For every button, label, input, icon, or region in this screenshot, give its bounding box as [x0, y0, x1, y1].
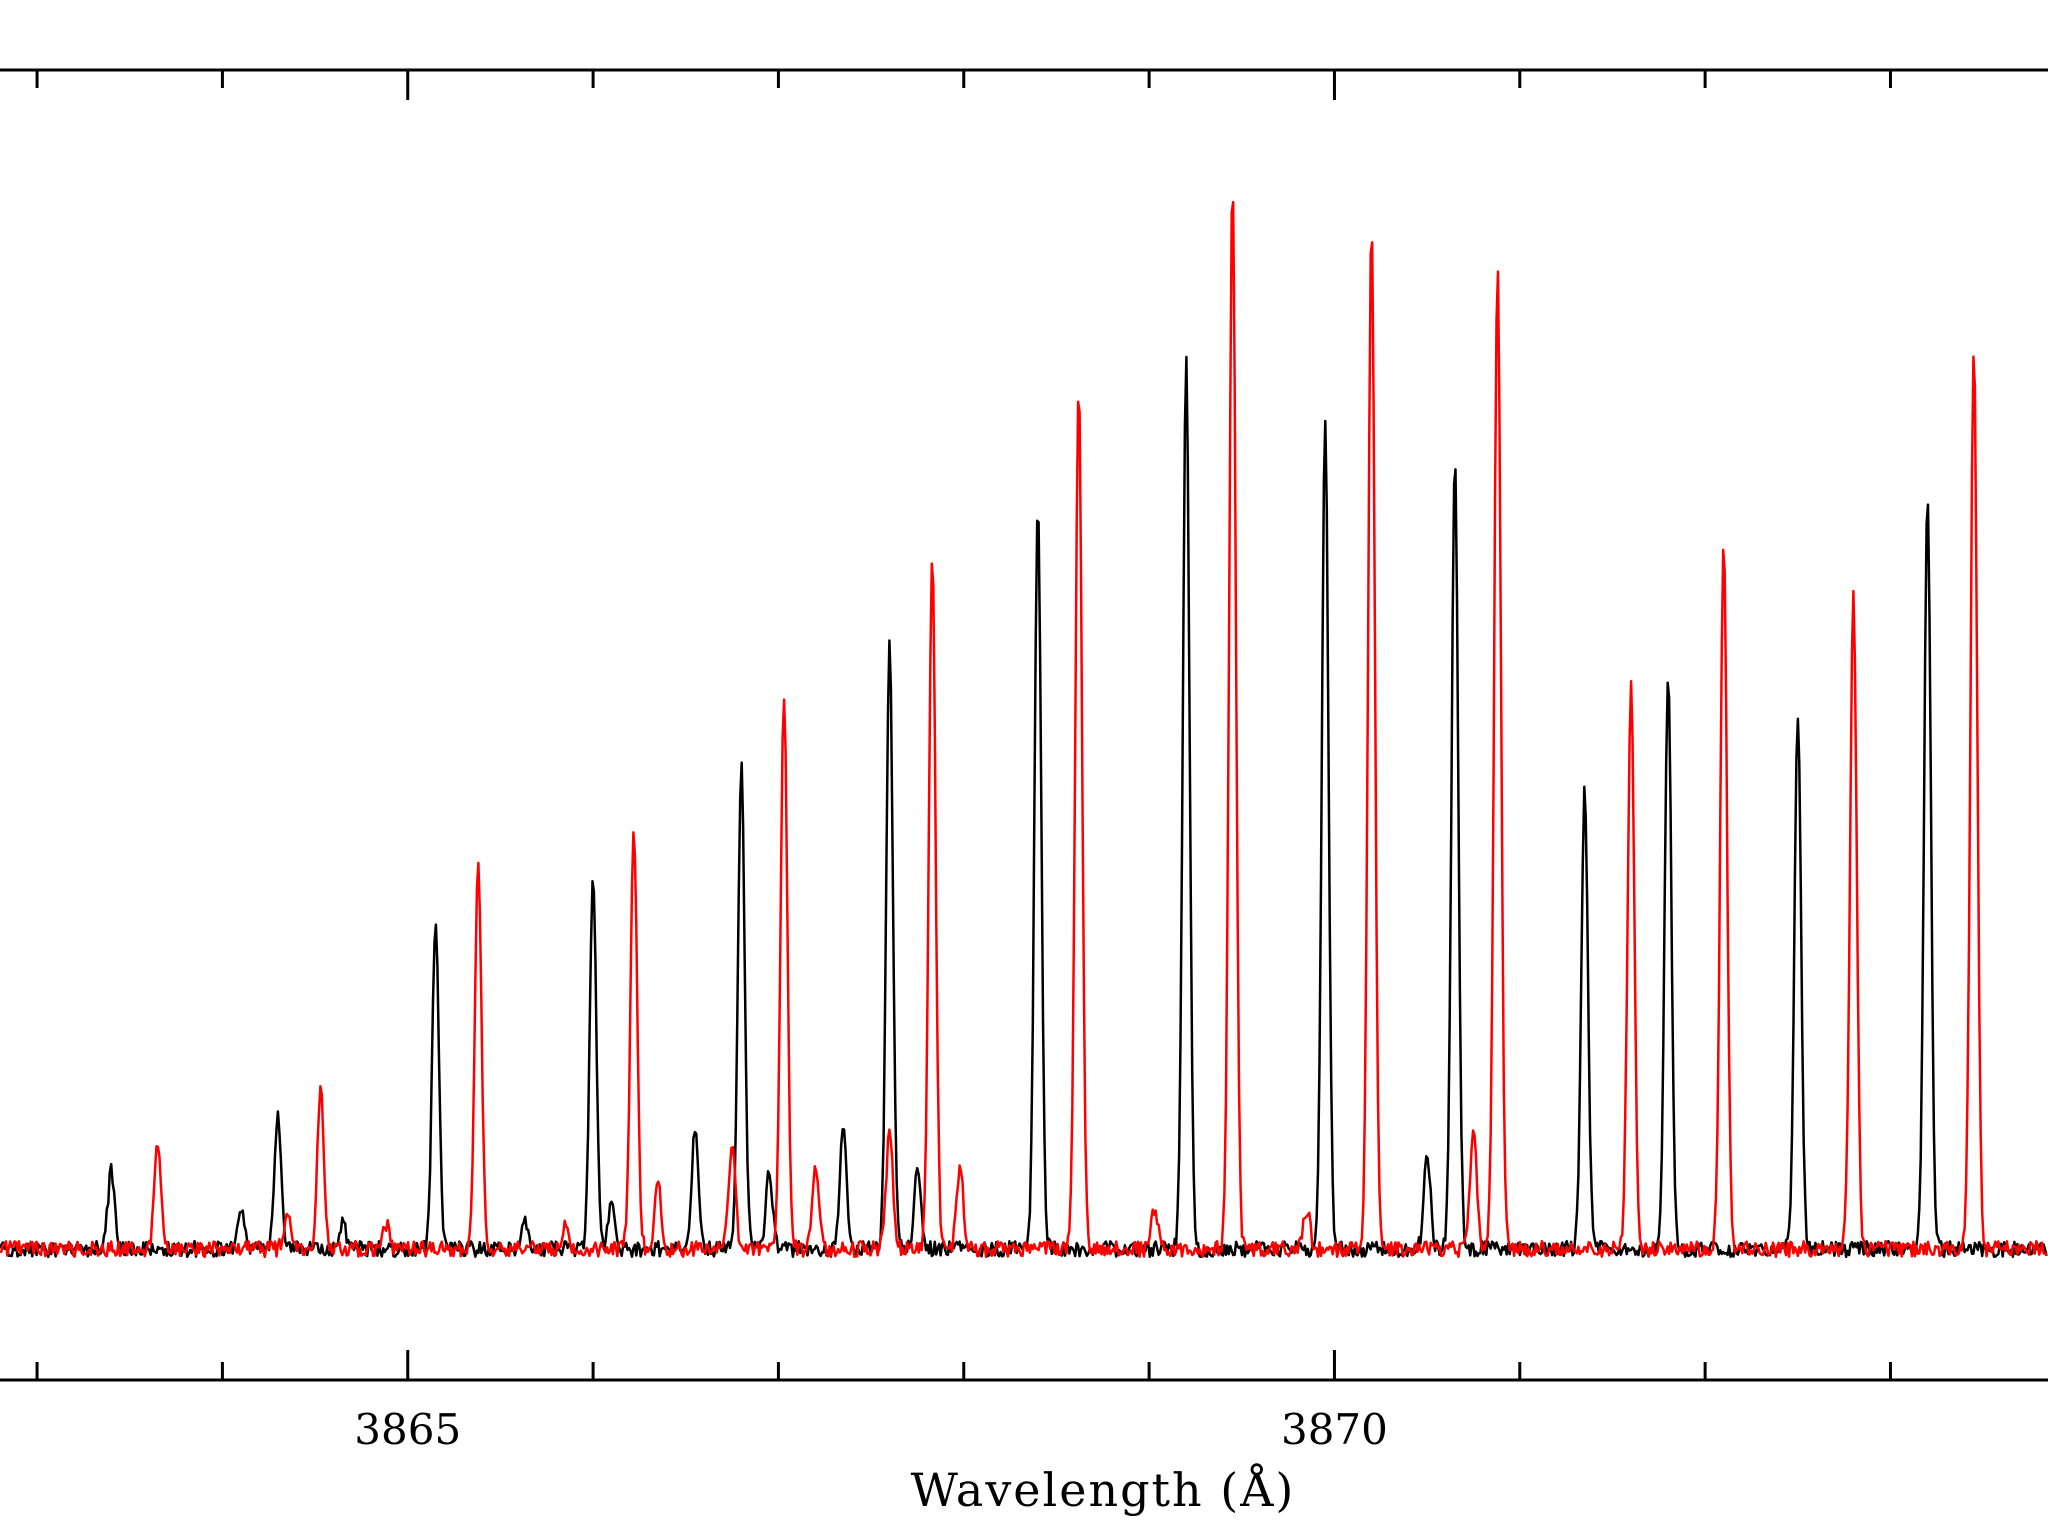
x-axis-ticks	[35, 70, 1892, 1380]
x-tick-label: 3865	[354, 1405, 461, 1454]
spectrum-line-red	[0, 200, 2048, 1259]
spectrum-series	[0, 187, 2048, 1259]
x-tick-label: 3870	[1281, 1405, 1388, 1454]
x-axis-label: Wavelength (Å)	[911, 1462, 1296, 1517]
x-axis-tick-labels: 3865 3870	[354, 1405, 1388, 1454]
spectrum-line-black	[0, 355, 2048, 1259]
